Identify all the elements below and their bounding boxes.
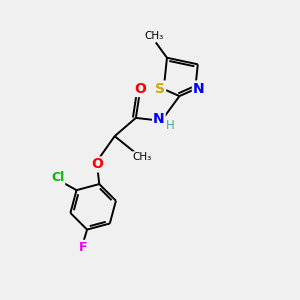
Text: F: F bbox=[79, 241, 88, 254]
Text: N: N bbox=[193, 82, 205, 95]
Text: Cl: Cl bbox=[51, 171, 64, 184]
Text: O: O bbox=[91, 158, 103, 171]
Text: CH₃: CH₃ bbox=[145, 31, 164, 41]
Text: S: S bbox=[155, 82, 165, 95]
Text: O: O bbox=[134, 82, 146, 96]
Text: CH₃: CH₃ bbox=[133, 152, 152, 162]
Text: H: H bbox=[166, 119, 174, 132]
Text: N: N bbox=[153, 112, 165, 126]
